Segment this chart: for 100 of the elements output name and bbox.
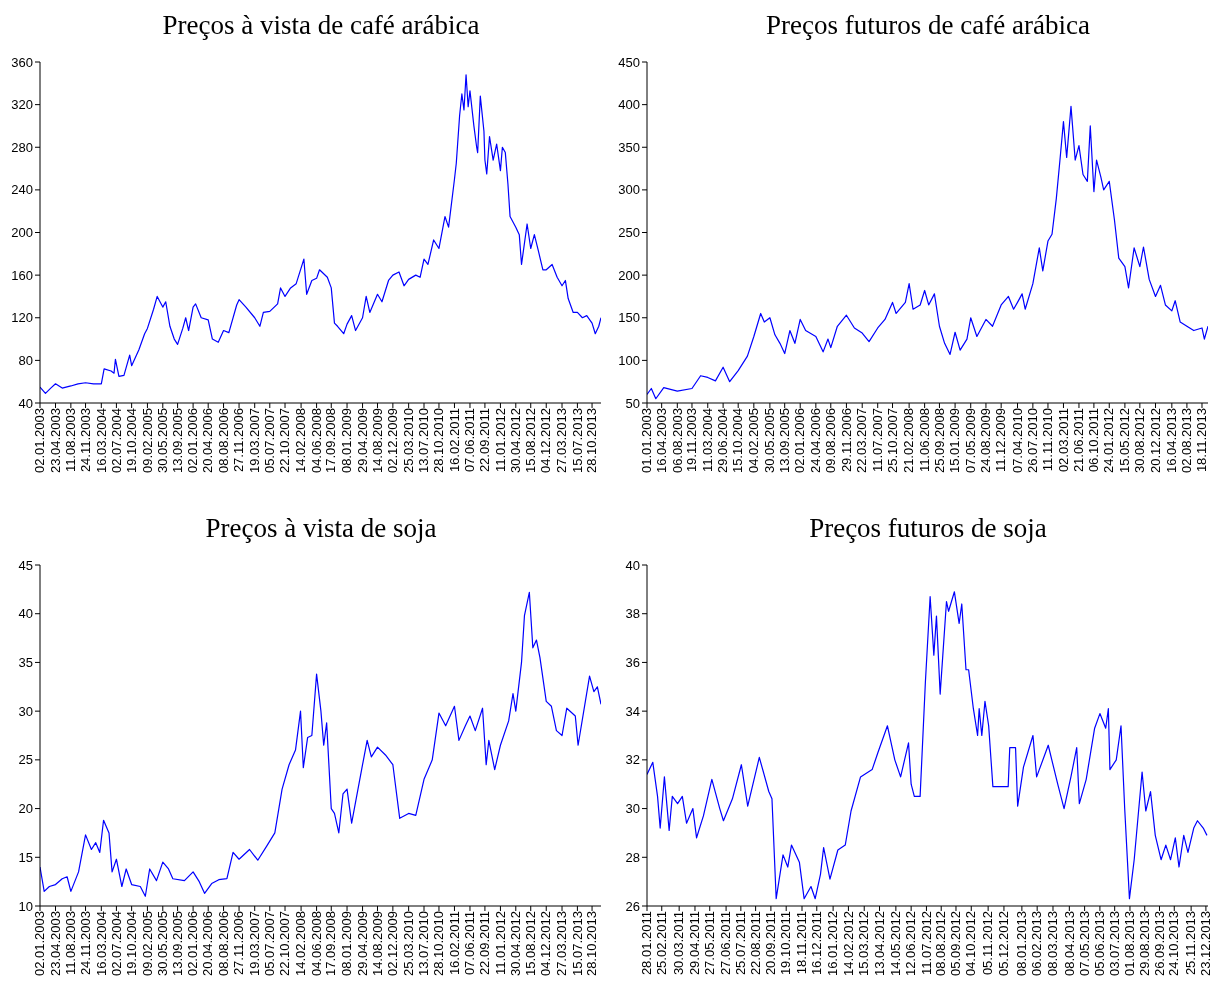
x-tick-label: 13.07.2010 [416,408,432,474]
x-tick-label: 03.07.2013 [1106,911,1122,977]
x-tick-label: 04.12.2012 [538,408,554,474]
x-tick-label: 05.06.2013 [1092,911,1108,977]
y-tick-label: 26 [625,898,640,914]
x-tick-label: 07.06.2011 [462,911,478,976]
x-tick-label: 14.05.2012 [888,911,904,977]
x-tick-label: 30.05.2005 [155,911,171,977]
x-tick-label: 24.11.2003 [77,408,93,473]
y-tick-label: 240 [11,182,33,198]
x-tick-label: 15.08.2012 [522,408,538,474]
x-tick-label: 30.05.2005 [762,408,778,474]
y-tick-label: 25 [18,752,33,768]
x-tick-label: 11.08.2003 [63,408,79,473]
chart-title: Preços à vista de soja [204,513,438,544]
x-tick-label: 22.08.2011 [747,911,763,976]
x-tick-label: 19.03.2007 [246,408,262,474]
x-tick-label: 07.06.2011 [462,408,478,473]
x-tick-label: 01.08.2013 [1122,911,1138,977]
x-tick-label: 22.09.2011 [477,408,493,473]
x-tick-label: 08.08.2006 [215,911,231,977]
x-tick-label: 13.09.2005 [169,408,185,474]
x-tick-label: 25.07.2011 [733,911,749,976]
x-tick-label: 05.07.2007 [262,408,278,474]
x-tick-label: 16.12.2011 [809,911,825,976]
x-tick-label: 11.01.2012 [492,911,508,976]
x-tick-label: 30.04.2012 [508,408,524,474]
x-tick-label: 05.07.2007 [262,911,278,977]
x-tick-label: 11.06.2008 [916,408,932,473]
x-tick-label: 09.08.2006 [823,408,839,474]
x-tick-label: 23.12.2013 [1198,911,1214,977]
x-tick-label: 29.04.2011 [687,911,703,976]
x-tick-label: 18.11.2011 [794,911,810,975]
x-tick-label: 05.09.2012 [948,911,964,977]
y-tick-label: 40 [625,557,640,573]
x-tick-label: 23.04.2003 [47,408,63,474]
x-tick-label: 08.01.2009 [339,911,355,977]
x-tick-label: 25.03.2010 [400,911,416,977]
x-tick-label: 24.01.2012 [1101,408,1117,474]
x-tick-label: 15.07.2013 [569,408,585,474]
x-tick-label: 05.12.2012 [996,911,1012,977]
x-tick-label: 14.02.2008 [293,408,309,474]
x-tick-label: 09.02.2005 [139,911,155,977]
y-tick-label: 100 [618,352,640,368]
y-tick-label: 20 [18,801,33,817]
y-tick-label: 350 [618,139,640,155]
y-tick-label: 120 [11,310,33,326]
y-tick-label: 200 [11,225,33,241]
x-tick-label: 28.10.2013 [584,911,600,977]
y-tick-label: 360 [11,54,33,70]
x-tick-label: 04.06.2008 [308,408,324,474]
x-tick-label: 04.02.2005 [746,408,762,474]
x-tick-label: 25.09.2008 [931,408,947,474]
x-tick-label: 01.01.2003 [639,408,655,474]
x-tick-label: 08.01.2009 [339,408,355,474]
y-tick-label: 160 [11,267,33,283]
x-tick-label: 27.05.2011 [701,911,717,976]
x-tick-label: 11.11.2010 [1040,408,1056,472]
x-tick-label: 29.06.2004 [715,408,731,474]
x-tick-label: 25.11.2013 [1183,911,1199,976]
x-tick-label: 02.12.2009 [385,911,401,977]
x-tick-label: 13.04.2012 [871,911,887,977]
x-tick-label: 08.08.2012 [933,911,949,977]
x-tick-label: 06.02.2013 [1029,911,1045,977]
y-tick-label: 32 [625,752,640,768]
x-tick-label: 08.08.2006 [215,408,231,474]
y-tick-label: 34 [625,703,640,719]
x-tick-label: 19.03.2007 [246,911,262,977]
y-tick-label: 38 [625,606,640,622]
x-tick-label: 13.09.2005 [169,911,185,977]
line-series [40,591,601,897]
x-tick-label: 11.12.2009 [993,408,1009,473]
x-tick-label: 11.01.2012 [492,408,508,473]
x-tick-label: 22.10.2007 [277,408,293,474]
x-tick-label: 15.10.2004 [730,408,746,474]
y-tick-label: 40 [18,606,33,622]
x-tick-label: 24.08.2009 [978,408,994,474]
x-tick-label: 02.01.2006 [185,408,201,474]
x-tick-label: 14.02.2012 [840,911,856,977]
x-tick-label: 02.07.2004 [108,911,124,977]
y-tick-label: 280 [11,139,33,155]
x-tick-label: 21.06.2011 [1071,408,1087,473]
x-tick-label: 16.04.2013 [1164,408,1180,474]
x-tick-label: 26.09.2013 [1151,911,1167,977]
x-tick-label: 24.04.2006 [808,408,824,474]
x-tick-label: 14.02.2008 [293,911,309,977]
y-tick-label: 15 [18,849,33,865]
x-tick-label: 20.04.2006 [200,911,216,977]
x-tick-label: 12.06.2012 [903,911,919,977]
x-tick-label: 16.01.2012 [825,911,841,977]
x-tick-label: 26.07.2010 [1025,408,1041,474]
x-tick-label: 15.01.2009 [947,408,963,474]
x-tick-label: 27.06.2011 [718,911,734,976]
x-tick-label: 28.01.2011 [639,911,655,976]
x-tick-label: 25.02.2011 [653,911,669,976]
x-tick-label: 25.03.2010 [400,408,416,474]
x-tick-label: 30.05.2005 [155,408,171,474]
y-tick-label: 400 [618,97,640,113]
x-tick-label: 02.01.2003 [32,911,48,977]
x-tick-label: 02.01.2006 [792,408,808,474]
